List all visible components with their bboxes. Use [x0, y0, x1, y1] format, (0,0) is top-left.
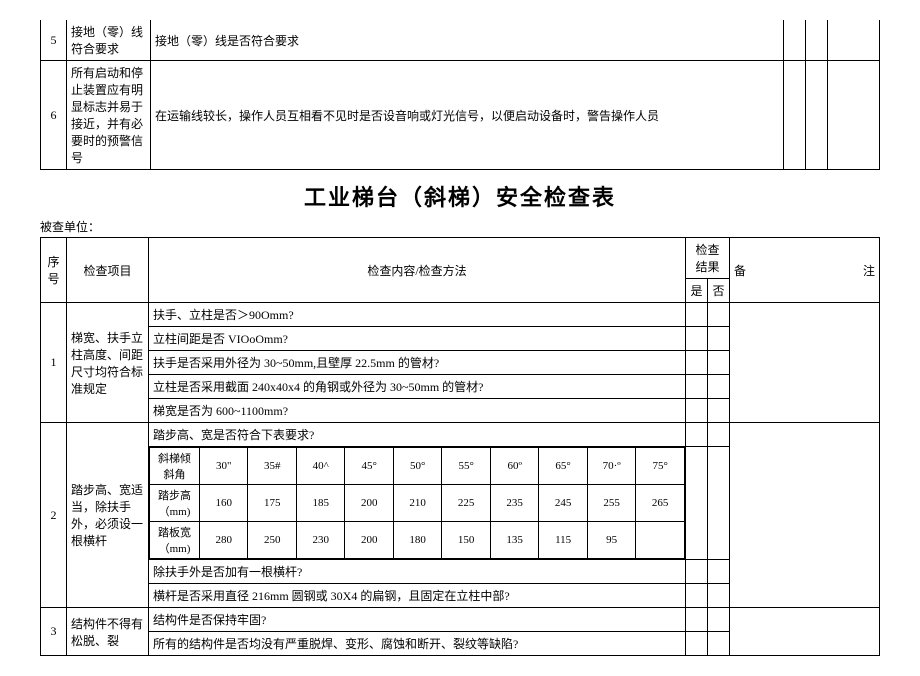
seq-cell: 1 — [41, 303, 67, 423]
table-row: 3 结构件不得有松脱、裂 结构件是否保持牢固? — [41, 608, 880, 632]
content-cell: 在运输线较长，操作人员互相看不见时是否设音响或灯光信号，以便启动设备时，警告操作… — [151, 61, 784, 170]
inner-table-cell: 斜梯倾斜角 30" 35# 40^ 45° 50° 55° 60º 65° 70… — [149, 447, 686, 560]
page-title: 工业梯台（斜梯）安全检查表 — [40, 180, 880, 212]
content-cell: 立柱间距是否 VIOoOmm? — [149, 327, 686, 351]
header-yes: 是 — [685, 279, 707, 303]
result-no-cell — [806, 61, 828, 170]
table-row: 1 梯宽、扶手立柱高度、间距尺寸均符合标准规定 扶手、立柱是否＞90Omm? — [41, 303, 880, 327]
content-cell: 梯宽是否为 600~1100mm? — [149, 399, 686, 423]
result-no-cell — [806, 20, 828, 61]
header-seq: 序号 — [41, 238, 67, 303]
result-yes-cell — [784, 20, 806, 61]
angle-subtable: 斜梯倾斜角 30" 35# 40^ 45° 50° 55° 60º 65° 70… — [149, 447, 685, 559]
content-cell: 立柱是否采用截面 240x40x4 的角钢或外径为 30~50mm 的管材? — [149, 375, 686, 399]
item-cell: 踏步高、宽适当，除扶手外，必须设一根横杆 — [67, 423, 149, 608]
content-cell: 扶手是否采用外径为 30~50mm,且壁厚 22.5mm 的管材? — [149, 351, 686, 375]
seq-cell: 3 — [41, 608, 67, 656]
item-cell: 梯宽、扶手立柱高度、间距尺寸均符合标准规定 — [67, 303, 149, 423]
remark-cell — [730, 608, 880, 656]
content-cell: 结构件是否保持牢固? — [149, 608, 686, 632]
content-cell: 横杆是否采用直径 216mm 圆钢或 30X4 的扁钢，且固定在立柱中部? — [149, 584, 686, 608]
table-row: 6 所有启动和停止装置应有明显标志并易于接近，并有必要时的预警信号 在运输线较长… — [41, 61, 880, 170]
header-item: 检查项目 — [67, 238, 149, 303]
unit-label: 被查单位： — [40, 218, 880, 235]
seq-cell: 6 — [41, 61, 67, 170]
content-cell: 所有的结构件是否均没有严重脱焊、变形、腐蚀和断开、裂纹等缺陷? — [149, 632, 686, 656]
seq-cell: 2 — [41, 423, 67, 608]
content-cell: 扶手、立柱是否＞90Omm? — [149, 303, 686, 327]
item-cell: 接地（零）线符合要求 — [67, 20, 151, 61]
table-row: 2 踏步高、宽适当，除扶手外，必须设一根横杆 踏步高、宽是否符合下表要求? — [41, 423, 880, 447]
header-row: 序号 检查项目 检查内容/检查方法 检查结果 备 注 — [41, 238, 880, 279]
table-row: 5 接地（零）线符合要求 接地（零）线是否符合要求 — [41, 20, 880, 61]
header-content: 检查内容/检查方法 — [149, 238, 686, 303]
remark-cell — [828, 61, 880, 170]
remark-cell — [730, 423, 880, 608]
content-cell: 踏步高、宽是否符合下表要求? — [149, 423, 686, 447]
header-remark: 备 注 — [730, 238, 880, 303]
content-cell: 除扶手外是否加有一根横杆? — [149, 560, 686, 584]
result-yes-cell — [784, 61, 806, 170]
header-result: 检查结果 — [685, 238, 729, 279]
content-cell: 接地（零）线是否符合要求 — [151, 20, 784, 61]
item-cell: 所有启动和停止装置应有明显标志并易于接近，并有必要时的预警信号 — [67, 61, 151, 170]
main-table: 序号 检查项目 检查内容/检查方法 检查结果 备 注 是 否 1 梯宽、扶手立柱… — [40, 237, 880, 656]
item-cell: 结构件不得有松脱、裂 — [67, 608, 149, 656]
top-partial-table: 5 接地（零）线符合要求 接地（零）线是否符合要求 6 所有启动和停止装置应有明… — [40, 20, 880, 170]
remark-cell — [730, 303, 880, 423]
seq-cell: 5 — [41, 20, 67, 61]
remark-cell — [828, 20, 880, 61]
header-no: 否 — [707, 279, 729, 303]
